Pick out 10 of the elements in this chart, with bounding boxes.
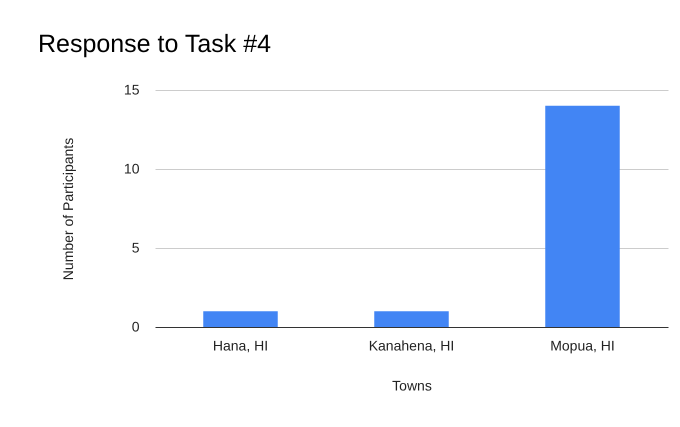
y-tick-label: 10 <box>124 160 140 176</box>
chart-title: Response to Task #4 <box>38 30 272 59</box>
y-tick-label: 5 <box>132 240 140 256</box>
x-tick-label: Hana, HI <box>212 338 268 354</box>
y-tick-label: 0 <box>132 318 140 334</box>
x-tick-label: Mopua, HI <box>550 338 615 354</box>
y-axis-title: Number of Participants <box>60 138 76 280</box>
y-tick-label: 15 <box>124 82 140 98</box>
x-axis-title: Towns <box>392 378 432 394</box>
x-tick-label: Kanahena, HI <box>368 338 454 354</box>
